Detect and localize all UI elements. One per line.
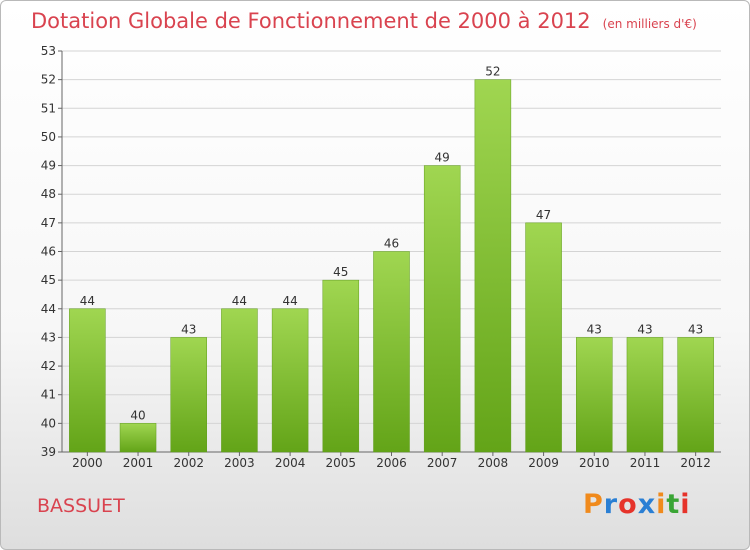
y-tick-label: 49 (41, 159, 56, 173)
commune-name: BASSUET (37, 495, 125, 517)
bar (221, 308, 258, 453)
data-label: 43 (637, 322, 652, 336)
y-tick-label: 40 (41, 416, 56, 430)
data-label: 44 (80, 294, 95, 308)
bar (322, 279, 360, 453)
logo-letter: r (603, 489, 619, 520)
x-tick-label: 2002 (173, 456, 204, 470)
y-tick-label: 43 (41, 330, 56, 344)
y-tick-label: 47 (41, 216, 56, 230)
y-tick-label: 41 (41, 388, 56, 402)
x-tick-label: 2003 (224, 456, 255, 470)
x-tick-label: 2005 (326, 456, 357, 470)
y-tick-label: 51 (41, 101, 56, 115)
bar (271, 308, 309, 453)
bar (170, 337, 207, 453)
y-tick-label: 52 (41, 73, 56, 87)
x-tick-label: 2008 (478, 456, 509, 470)
y-tick-label: 44 (41, 302, 56, 316)
x-tick-label: 2011 (630, 456, 661, 470)
bar (373, 251, 410, 453)
x-tick-label: 2010 (579, 456, 610, 470)
y-tick-label: 39 (41, 445, 56, 459)
data-label: 47 (536, 208, 551, 222)
bar (576, 337, 613, 453)
x-axis-ticks: 2000 2001 2002 2003 2004 2005 2006 2007 2008 2009… (72, 452, 711, 470)
data-label: 46 (384, 237, 399, 251)
bar (626, 337, 664, 453)
y-tick-label: 53 (41, 44, 56, 58)
data-label: 40 (130, 408, 145, 422)
bar (119, 423, 157, 453)
bar (69, 308, 106, 453)
y-tick-label: 48 (41, 187, 56, 201)
data-label: 43 (587, 322, 602, 336)
y-tick-label: 45 (41, 273, 56, 287)
data-label: 44 (232, 294, 247, 308)
data-label: 43 (688, 322, 703, 336)
chart-title: Dotation Globale de Fonctionnement de 20… (31, 9, 697, 33)
bars: 44 40 43 44 44 45 46 49 52 47 43 43 43 (69, 65, 714, 453)
logo-letter: i (680, 489, 691, 520)
bar (423, 165, 461, 453)
chart-subtitle: (en milliers d'€) (602, 17, 697, 31)
data-label: 44 (282, 294, 297, 308)
x-tick-label: 2012 (680, 456, 711, 470)
logo-letter: x (637, 489, 657, 520)
logo-letter: i (656, 489, 667, 520)
bar (525, 222, 562, 453)
title-text: Dotation Globale de Fonctionnement de 20… (31, 9, 591, 33)
logo-letter: o (618, 489, 638, 520)
y-tick-label: 46 (41, 245, 56, 259)
x-tick-label: 2001 (123, 456, 154, 470)
bar (677, 337, 714, 453)
data-label: 49 (435, 151, 450, 165)
data-label: 52 (485, 65, 500, 79)
logo-letter: t (666, 489, 681, 520)
bar (474, 79, 512, 453)
data-label: 43 (181, 322, 196, 336)
logo-letter: P (583, 489, 604, 520)
y-tick-label: 42 (41, 359, 56, 373)
proxiti-logo: Proxiti (583, 489, 691, 520)
y-tick-label: 50 (41, 130, 56, 144)
y-axis-ticks: 39 40 41 42 43 44 45 46 47 48 49 50 51 52 53 (41, 44, 62, 459)
x-tick-label: 2004 (275, 456, 306, 470)
x-tick-label: 2009 (528, 456, 559, 470)
x-tick-label: 2007 (427, 456, 458, 470)
x-tick-label: 2000 (72, 456, 103, 470)
data-label: 45 (333, 265, 348, 279)
x-tick-label: 2006 (376, 456, 407, 470)
